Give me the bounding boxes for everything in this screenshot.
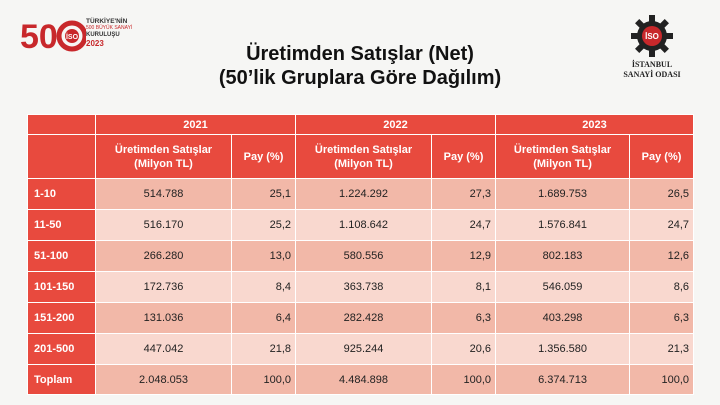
cell-sales: 802.183 xyxy=(495,240,631,272)
cell-sales: 447.042 xyxy=(95,333,232,365)
cell-share: 6,3 xyxy=(629,302,695,334)
table-row: 201-500 447.042 21,8 925.244 20,6 1.356.580 21… xyxy=(27,333,695,365)
row-group-label: 101-150 xyxy=(27,271,96,303)
logo-line3: KURULUŞU xyxy=(86,32,120,38)
cell-sales: 172.736 xyxy=(95,271,232,303)
cell-share: 8,1 xyxy=(431,271,497,303)
logo-500-emblem-icon: 50 İSO xyxy=(20,18,86,56)
cell-share: 12,6 xyxy=(629,240,695,272)
gear-icon: İSO xyxy=(631,15,673,57)
header-year-2022: 2022 xyxy=(295,114,497,135)
cell-share: 100,0 xyxy=(230,364,297,395)
cell-sales: 266.280 xyxy=(95,240,232,272)
table-row: 51-100 266.280 13,0 580.556 12,9 802.183 12,6 xyxy=(27,240,695,272)
table-row: Toplam 2.048.053 100,0 4.484.898 100,0 6.374.… xyxy=(27,364,695,395)
cell-share: 27,3 xyxy=(431,178,497,210)
cell-share: 6,3 xyxy=(431,302,497,334)
cell-sales: 514.788 xyxy=(95,178,232,210)
cell-share: 12,9 xyxy=(431,240,497,272)
cell-share: 6,4 xyxy=(230,302,297,334)
header-empty xyxy=(27,114,96,135)
cell-sales: 546.059 xyxy=(495,271,631,303)
cell-sales: 2.048.053 xyxy=(95,364,232,395)
header-year-2021: 2021 xyxy=(94,114,297,135)
table-row: 11-50 516.170 25,2 1.108.642 24,7 1.576.841 24… xyxy=(27,209,695,241)
logo-number: 50 xyxy=(20,18,58,56)
cell-sales: 1.108.642 xyxy=(295,209,433,241)
header-empty-sub xyxy=(27,134,96,179)
cell-share: 13,0 xyxy=(230,240,297,272)
cell-sales: 1.356.580 xyxy=(495,333,631,365)
row-group-label: Toplam xyxy=(27,364,96,395)
logo-istanbul-chamber: İSO İSTANBUL SANAYİ ODASI xyxy=(614,14,690,94)
cell-sales: 131.036 xyxy=(95,302,232,334)
cell-share: 8,4 xyxy=(230,271,297,303)
cell-sales: 925.244 xyxy=(295,333,433,365)
title-line1: Üretimden Satışlar (Net) xyxy=(246,43,474,65)
cell-sales: 516.170 xyxy=(95,209,232,241)
cell-share: 21,8 xyxy=(230,333,297,365)
title-line2: (50’lik Gruplara Göre Dağılım) xyxy=(218,67,502,89)
cell-share: 25,2 xyxy=(230,209,297,241)
header-share: Pay (%) xyxy=(629,134,695,179)
cell-sales: 1.689.753 xyxy=(495,178,631,210)
table-row: 1-10 514.788 25,1 1.224.292 27,3 1.689.753 26,… xyxy=(27,178,695,210)
cell-share: 100,0 xyxy=(431,364,497,395)
logo-left-badge: İSO xyxy=(66,33,79,41)
cell-sales: 1.224.292 xyxy=(295,178,433,210)
cell-sales: 363.738 xyxy=(295,271,433,303)
sales-distribution-table: 2021 2022 2023 Üretimden Satışlar (Milyo… xyxy=(27,114,695,395)
row-group-label: 201-500 xyxy=(27,333,96,365)
cell-share: 24,7 xyxy=(629,209,695,241)
cell-sales: 1.576.841 xyxy=(495,209,631,241)
header-sales: Üretimden Satışlar (Milyon TL) xyxy=(95,134,232,179)
cell-sales: 282.428 xyxy=(295,302,433,334)
cell-share: 25,1 xyxy=(230,178,297,210)
logo-year: 2023 xyxy=(86,39,104,48)
logo-line1: TÜRKİYE'NİN xyxy=(86,18,128,25)
cell-share: 26,5 xyxy=(629,178,695,210)
chamber-name-line1: İSTANBUL xyxy=(631,60,673,69)
cell-share: 20,6 xyxy=(431,333,497,365)
header-share: Pay (%) xyxy=(230,134,297,179)
logo-line2: 500 BÜYÜK SANAYİ xyxy=(86,25,133,31)
header-sales: Üretimden Satışlar (Milyon TL) xyxy=(495,134,631,179)
cell-sales: 4.484.898 xyxy=(295,364,433,395)
page-title: Üretimden Satışlar (Net) (50’lik Gruplar… xyxy=(0,42,720,90)
row-group-label: 51-100 xyxy=(27,240,96,272)
cell-share: 8,6 xyxy=(629,271,695,303)
chamber-name-line2: SANAYİ ODASI xyxy=(623,70,681,79)
table-row: 101-150 172.736 8,4 363.738 8,1 546.059 8,6 xyxy=(27,271,695,303)
header-sales: Üretimden Satışlar (Milyon TL) xyxy=(295,134,433,179)
header-share: Pay (%) xyxy=(431,134,497,179)
row-group-label: 11-50 xyxy=(27,209,96,241)
cell-sales: 6.374.713 xyxy=(495,364,631,395)
logo-500-companies: 50 İSO TÜRKİYE'NİN 500 BÜYÜK SANAYİ KURU… xyxy=(20,12,150,60)
cell-share: 21,3 xyxy=(629,333,695,365)
cell-share: 100,0 xyxy=(629,364,695,395)
cell-sales: 580.556 xyxy=(295,240,433,272)
row-group-label: 151-200 xyxy=(27,302,96,334)
table-row: 151-200 131.036 6,4 282.428 6,3 403.298 6,3 xyxy=(27,302,695,334)
cell-sales: 403.298 xyxy=(495,302,631,334)
header-year-2023: 2023 xyxy=(495,114,695,135)
logo-right-badge: İSO xyxy=(645,32,659,41)
cell-share: 24,7 xyxy=(431,209,497,241)
row-group-label: 1-10 xyxy=(27,178,96,210)
